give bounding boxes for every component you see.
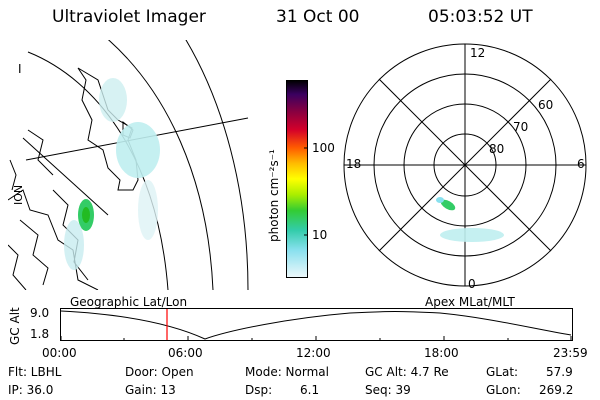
- aurora-emission: [440, 199, 456, 211]
- colorbar-tick-10: 10: [312, 228, 328, 242]
- ip-label: IP: 36.0: [8, 383, 54, 397]
- map-lat-arc: [27, 51, 169, 290]
- aurora-emission: [116, 122, 160, 178]
- mlt-label-6: 6: [577, 157, 585, 171]
- geographic-map: [8, 40, 249, 290]
- map-lon-line: [22, 137, 109, 216]
- glon-label: GLon:: [486, 383, 521, 397]
- map-coastline: [19, 219, 49, 286]
- altitude-curve: [60, 310, 572, 340]
- mlt-label-0: 0: [468, 277, 476, 291]
- flt-label: Flt: LBHL: [8, 365, 62, 379]
- timeline-x-tick: 00:00: [42, 346, 77, 360]
- colorbar-unit-label: photon cm⁻²s⁻¹: [267, 149, 281, 242]
- gain-label: Gain: 13: [125, 383, 176, 397]
- time-label: 05:03:52 UT: [428, 7, 533, 27]
- dsp-value: 6.1: [300, 383, 320, 397]
- polar-plot: [343, 43, 587, 287]
- timeline-x-tick: 06:00: [168, 346, 203, 360]
- mlt-label-12: 12: [470, 46, 486, 60]
- timeline-left-label: Geographic Lat/Lon: [70, 295, 188, 309]
- map-coastline: [27, 129, 54, 176]
- mlt-label-18: 18: [346, 157, 362, 171]
- aurora-emission: [99, 78, 127, 122]
- mode-label: Mode: Normal: [245, 365, 329, 379]
- glat-value: 57.9: [546, 365, 573, 379]
- orbit-timeline: [60, 308, 573, 341]
- timeline-x-tick: 18:00: [424, 346, 459, 360]
- dsp-label: Dsp:: [245, 383, 273, 397]
- aurora-emission: [436, 197, 444, 203]
- timeline-right-label: Apex MLat/MLT: [425, 295, 515, 309]
- door-label: Door: Open: [125, 365, 194, 379]
- app-title: Ultraviolet Imager: [52, 7, 206, 27]
- lat-label-70: 70: [513, 120, 529, 134]
- aurora-emission: [440, 228, 504, 242]
- date-label: 31 Oct 00: [276, 7, 360, 27]
- timeline-y-tick: 1.8: [30, 327, 50, 341]
- map-corner-label: I: [18, 62, 22, 76]
- map-coastline: [8, 244, 27, 290]
- map-coastline: [8, 189, 99, 290]
- colorbar-tick-100: 100: [312, 141, 335, 155]
- glat-label: GLat:: [486, 365, 519, 379]
- aurora-emission: [138, 180, 158, 240]
- timeline-x-tick: 23:59: [553, 346, 588, 360]
- map-lat-arc: [107, 40, 214, 290]
- seq-label: Seq: 39: [365, 383, 411, 397]
- map-coastline: [9, 159, 17, 191]
- timeline-x-tick: 12:00: [296, 346, 331, 360]
- timeline-y-axis-label: GC Alt: [8, 307, 22, 345]
- lat-label-80: 80: [489, 142, 505, 156]
- map-lat-arc: [185, 40, 249, 290]
- aurora-emission: [64, 220, 84, 270]
- glon-value: 269.2: [539, 383, 574, 397]
- lat-label-60: 60: [538, 98, 554, 112]
- colorbar: [286, 80, 308, 278]
- timeline-y-tick: 9.0: [30, 306, 50, 320]
- aurora-emission: [82, 207, 90, 223]
- map-side-label: ION: [12, 184, 25, 205]
- gc-alt-label: GC Alt: 4.7 Re: [365, 365, 449, 379]
